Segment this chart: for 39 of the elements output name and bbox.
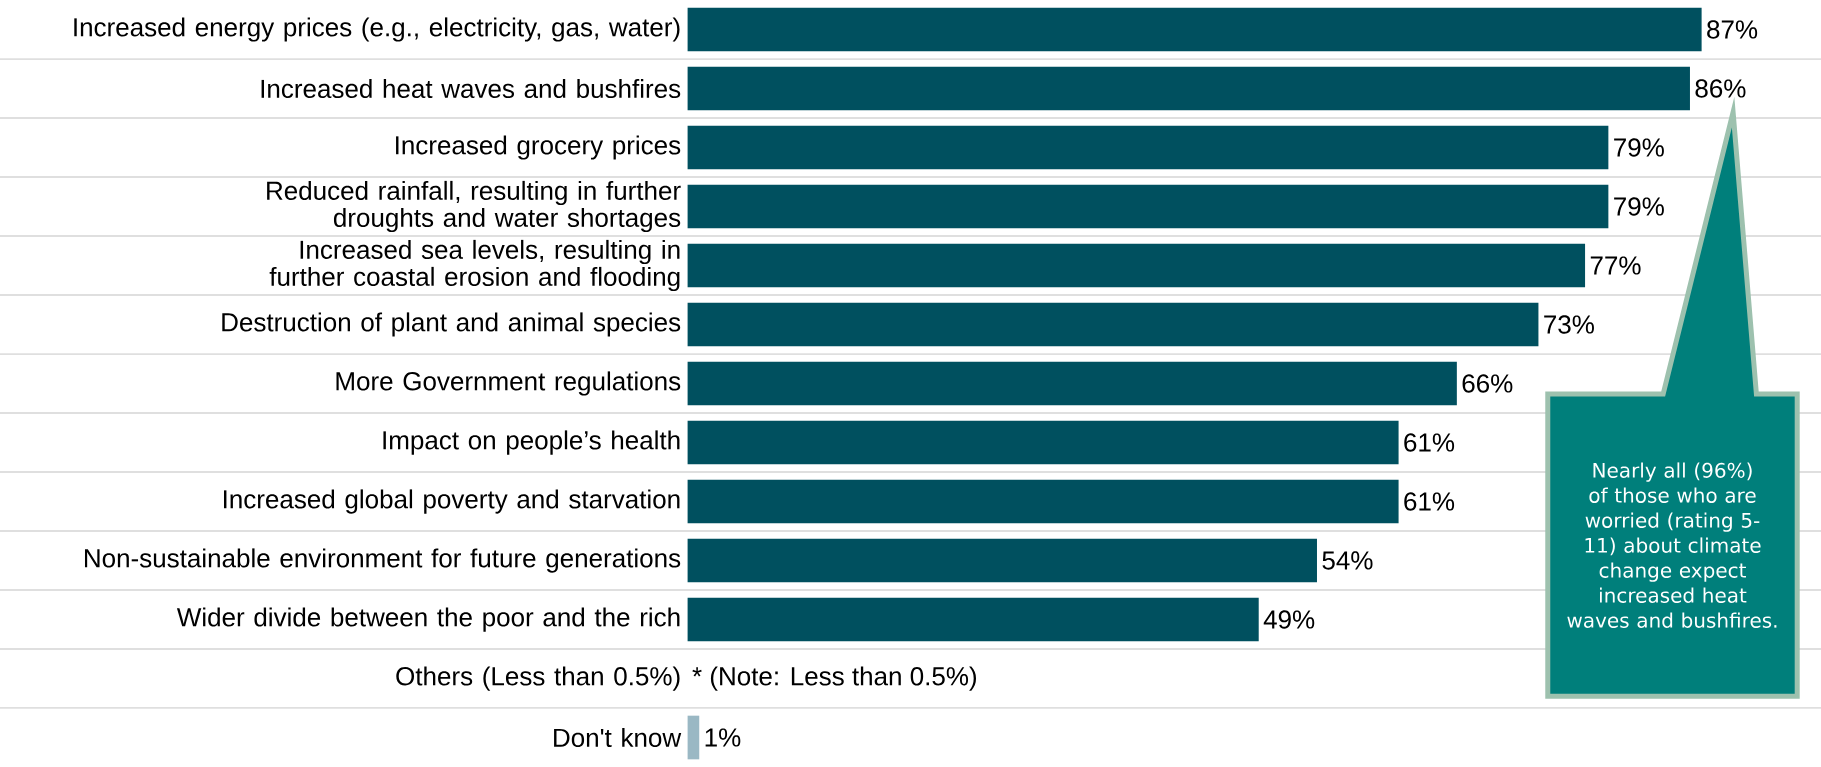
y-tick-label: Destruction of plant and animal species bbox=[222, 312, 681, 337]
text: * (Note: Less than 0.5%) bbox=[692, 666, 977, 691]
y-tick-label: Non-sustainable environment for future generations bbox=[84, 548, 681, 573]
bar bbox=[687, 361, 1457, 406]
data-label: 1% bbox=[705, 728, 741, 747]
data-label: 73% bbox=[1544, 315, 1594, 334]
y-tick-label: Wider divide between the poor and the rich bbox=[176, 607, 680, 632]
data-label: 49% bbox=[1263, 610, 1315, 629]
y-tick-label: More Government regulations bbox=[336, 371, 681, 396]
y-tick-label: Others (Less than 0.5%) bbox=[396, 666, 680, 691]
bar bbox=[687, 538, 1317, 583]
bar bbox=[687, 597, 1259, 642]
y-tick-label: Increased heat waves and bushfires bbox=[261, 78, 681, 99]
bar bbox=[687, 7, 1702, 52]
bar bbox=[687, 479, 1399, 524]
bar bbox=[687, 302, 1539, 347]
bar bbox=[687, 243, 1586, 288]
y-tick-label: Increased global poverty and starvation bbox=[224, 489, 680, 514]
data-label: 77% bbox=[1590, 256, 1641, 275]
y-tick-label: Increased energy prices (e.g., electricity, gas, water) bbox=[74, 17, 680, 42]
data-label: 66% bbox=[1462, 374, 1513, 393]
annotation: Nearly all (96%) of those who are worried (rating 5-11) about climate change expect increased heat waves and bushfires. bbox=[1567, 462, 1777, 628]
data-label: 61% bbox=[1404, 492, 1455, 511]
bar bbox=[687, 125, 1609, 170]
y-tick-label: Reduced rainfall, resulting in further droughts and water shortages bbox=[267, 180, 681, 233]
data-label: 87% bbox=[1707, 20, 1758, 39]
data-label: 54% bbox=[1322, 551, 1373, 570]
data-label: 79% bbox=[1614, 138, 1664, 157]
y-tick-label: Increased grocery prices bbox=[396, 135, 681, 160]
y-tick-label: Don't know bbox=[554, 727, 682, 748]
y-tick-label: Impact on people’s health bbox=[383, 430, 680, 455]
data-label: 86% bbox=[1695, 79, 1746, 98]
bar bbox=[687, 184, 1609, 229]
bar bbox=[687, 66, 1690, 111]
bar bbox=[687, 715, 700, 760]
data-label: 61% bbox=[1404, 433, 1455, 452]
y-tick-label: Increased sea levels, resulting in further coastal erosion and flooding bbox=[269, 239, 680, 292]
bar bbox=[687, 420, 1399, 465]
data-label: 79% bbox=[1614, 197, 1664, 216]
